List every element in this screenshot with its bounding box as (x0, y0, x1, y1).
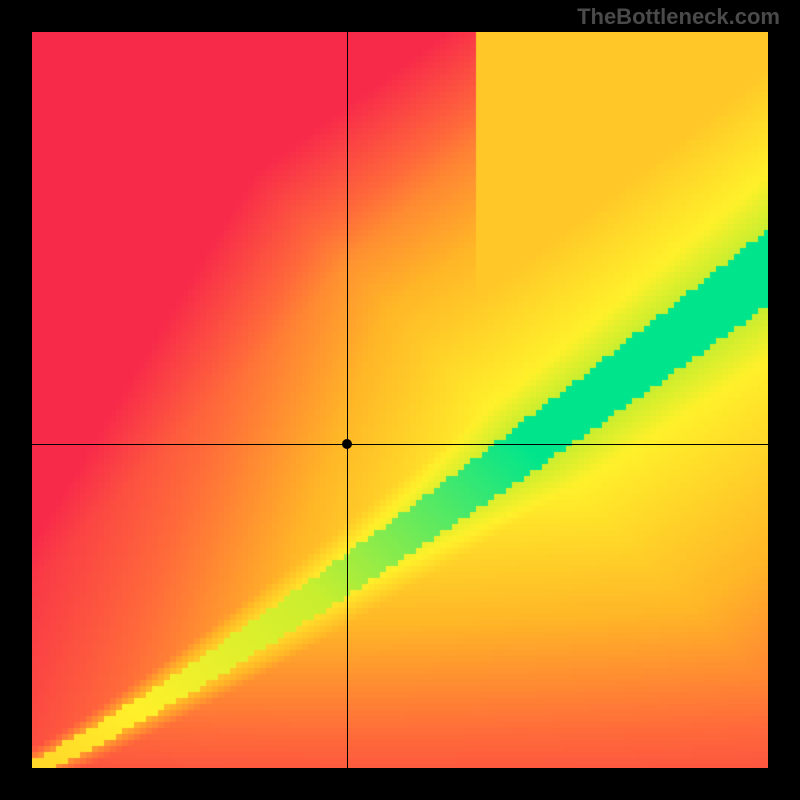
chart-frame: TheBottleneck.com (0, 0, 800, 800)
heatmap-plot (32, 32, 768, 768)
crosshair-vertical (347, 32, 348, 768)
crosshair-horizontal (32, 444, 768, 445)
heatmap-canvas (32, 32, 768, 768)
watermark-text: TheBottleneck.com (577, 4, 780, 30)
